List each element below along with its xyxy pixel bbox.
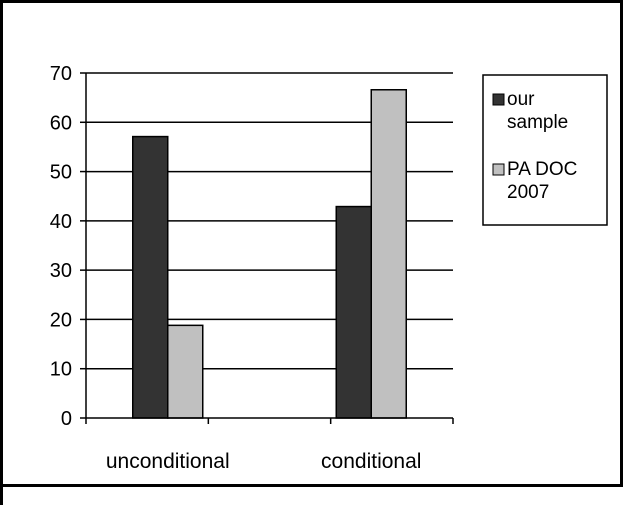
x-category-label: unconditional <box>106 450 230 473</box>
frame-border-left <box>0 0 3 505</box>
y-tick-label: 60 <box>50 112 72 134</box>
axes <box>80 72 454 424</box>
y-tick-label: 10 <box>50 359 72 381</box>
frame-border-top <box>0 0 623 3</box>
legend-swatch <box>492 163 505 176</box>
bar-1-0 <box>167 324 204 419</box>
x-category-label: conditional <box>321 450 421 473</box>
y-tick-label: 20 <box>50 309 72 331</box>
legend-label: PA DOC <box>507 159 577 180</box>
legend-label: our <box>507 89 535 110</box>
legend-swatch <box>492 93 505 106</box>
y-tick-label: 50 <box>50 162 72 184</box>
frame-border-right <box>620 0 623 487</box>
y-tick-label: 40 <box>50 211 72 233</box>
y-tick-label: 0 <box>61 408 72 430</box>
y-tick-label: 70 <box>50 63 72 85</box>
frame-border-bottom <box>0 484 623 487</box>
legend-label: sample <box>507 112 568 133</box>
labels: 0 10 20 30 40 50 60 70 unconditional conditional <box>50 63 422 473</box>
legend-label: 2007 <box>507 182 549 203</box>
y-tick-label: 30 <box>50 260 72 282</box>
bar-1-1 <box>370 89 407 419</box>
bar-0-0 <box>132 135 169 419</box>
bar-0-1 <box>335 205 372 419</box>
